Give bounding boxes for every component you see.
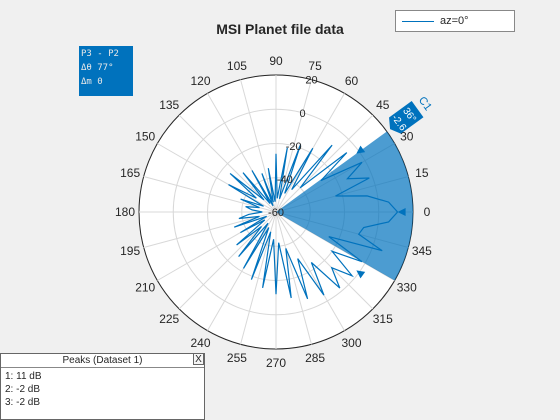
- radial-tick-label: -60: [268, 207, 284, 219]
- angle-tick-label: 150: [135, 130, 155, 144]
- angle-tick-label: 180: [115, 205, 135, 219]
- angular-grid-line: [143, 211, 277, 248]
- peaks-panel-title: Peaks (Dataset 1): [62, 355, 143, 366]
- legend-swatch: [402, 20, 434, 22]
- cursor-flag-shape: [389, 101, 424, 134]
- peaks-list: 1: 11 dB 2: -2 dB 3: -2 dB: [1, 370, 204, 409]
- angular-grid-line: [157, 143, 277, 213]
- angle-tick-label: 345: [412, 244, 432, 258]
- angle-tick-label: 45: [376, 98, 390, 112]
- delta-line-2: Δθ 77°: [81, 63, 114, 73]
- angle-tick-label: 225: [159, 312, 179, 326]
- delta-line-3: Δm 0: [81, 77, 103, 87]
- angular-grid-line: [275, 114, 374, 213]
- angular-grid-line: [275, 211, 345, 331]
- legend[interactable]: az=0°: [395, 10, 515, 32]
- close-button[interactable]: X: [193, 353, 204, 365]
- peaks-panel-header: Peaks (Dataset 1) X: [1, 353, 204, 368]
- angle-tick-label: 60: [345, 74, 359, 88]
- peak-item-3[interactable]: 3: -2 dB: [5, 397, 41, 408]
- angular-grid-line: [143, 176, 277, 213]
- angle-tick-label: 75: [308, 59, 322, 73]
- angle-tick-label: 30: [400, 130, 414, 144]
- angle-tick-label: 300: [341, 336, 361, 350]
- angle-tick-label: 195: [120, 244, 140, 258]
- angle-tick-label: 0: [424, 205, 431, 219]
- angular-grid-line: [275, 211, 374, 310]
- sector-layer: [276, 131, 413, 281]
- angle-tick-label: 240: [190, 336, 210, 350]
- angle-tick-label: 90: [269, 54, 283, 68]
- angle-tick-label: 255: [227, 351, 247, 365]
- peaks-panel: Peaks (Dataset 1) X 1: 11 dB 2: -2 dB 3:…: [0, 353, 205, 420]
- peak-marker[interactable]: [356, 145, 366, 154]
- angular-grid-line: [275, 79, 312, 213]
- chart-title: MSI Planet file data: [216, 21, 344, 37]
- angular-grid-line: [207, 211, 277, 331]
- angle-tick-label: 330: [397, 281, 417, 295]
- series-line-az0[interactable]: [228, 144, 399, 300]
- delta-line-1: P3 - P2: [81, 49, 119, 59]
- peak-marker[interactable]: [397, 208, 406, 216]
- series-layer: [228, 144, 399, 300]
- angle-tick-label: 270: [266, 356, 286, 370]
- tick-labels: 0 15 30 45 60 75 90 105 120 135 150 165 180 195 210 225…: [115, 54, 432, 370]
- angle-tick-label: 15: [415, 166, 429, 180]
- angular-grid-line: [178, 114, 277, 213]
- angular-grid-line: [240, 79, 277, 213]
- angle-tick-label: 120: [190, 74, 210, 88]
- angle-tick-label: 105: [227, 59, 247, 73]
- peak-item-2[interactable]: 2: -2 dB: [5, 384, 41, 395]
- angle-tick-label: 210: [135, 281, 155, 295]
- angle-tick-label: 315: [373, 312, 393, 326]
- angular-grid-line: [275, 211, 312, 345]
- peak-marker[interactable]: [356, 270, 366, 279]
- legend-label: az=0°: [440, 15, 469, 27]
- radial-tick-label: -40: [277, 174, 293, 186]
- cursor-flag[interactable]: 36°-2.6: [384, 101, 424, 137]
- radial-tick-label: -20: [286, 141, 302, 153]
- angle-tick-label: 285: [305, 351, 325, 365]
- angle-tick-label: 165: [120, 166, 140, 180]
- annotations: 36°-2.6C1: [356, 95, 434, 279]
- delta-readout[interactable]: P3 - P2 Δθ 77° Δm 0: [79, 46, 133, 96]
- sector-region[interactable]: [276, 131, 413, 281]
- angle-tick-label: 135: [159, 98, 179, 112]
- radial-tick-label: 0: [300, 108, 306, 120]
- radial-tick-label: 20: [305, 75, 317, 87]
- peak-item-1[interactable]: 1: 11 dB: [5, 371, 42, 382]
